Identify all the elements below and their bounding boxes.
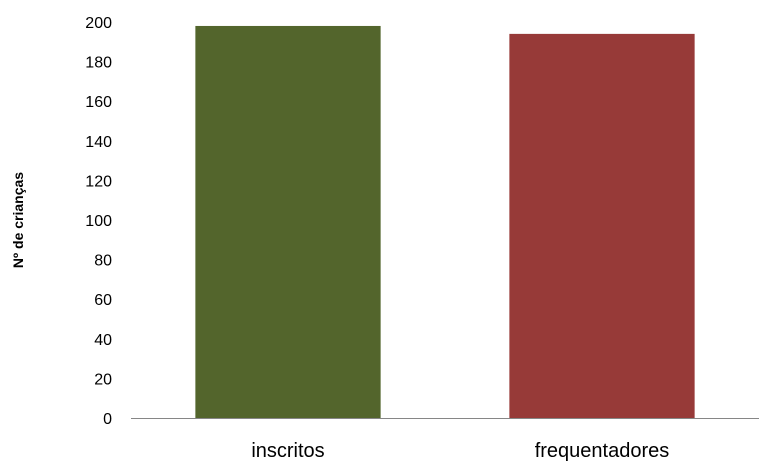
y-tick-label: 20 (94, 371, 112, 388)
y-tick-label: 0 (103, 411, 112, 428)
y-tick-label: 140 (85, 134, 112, 151)
y-tick-label: 120 (85, 173, 112, 190)
x-tick-label-frequentadores: frequentadores (535, 440, 670, 462)
x-tick-label-inscritos: inscritos (251, 440, 324, 462)
bar-frequentadores (509, 33, 695, 418)
y-tick-label: 80 (94, 253, 112, 270)
y-tick-label: 100 (85, 213, 112, 230)
bar-inscritos (195, 25, 381, 419)
y-tick-label: 40 (94, 332, 112, 349)
x-axis-labels: inscritos frequentadores (251, 440, 669, 462)
y-tick-label: 160 (85, 94, 112, 111)
bars-group (195, 25, 695, 419)
y-axis-title: Nº de crianças (10, 172, 26, 268)
y-tick-label: 60 (94, 292, 112, 309)
y-tick-label: 200 (85, 15, 112, 32)
y-tick-label: 180 (85, 55, 112, 72)
y-axis-ticks: 0 20 40 60 80 100 120 140 160 180 200 (85, 15, 112, 428)
